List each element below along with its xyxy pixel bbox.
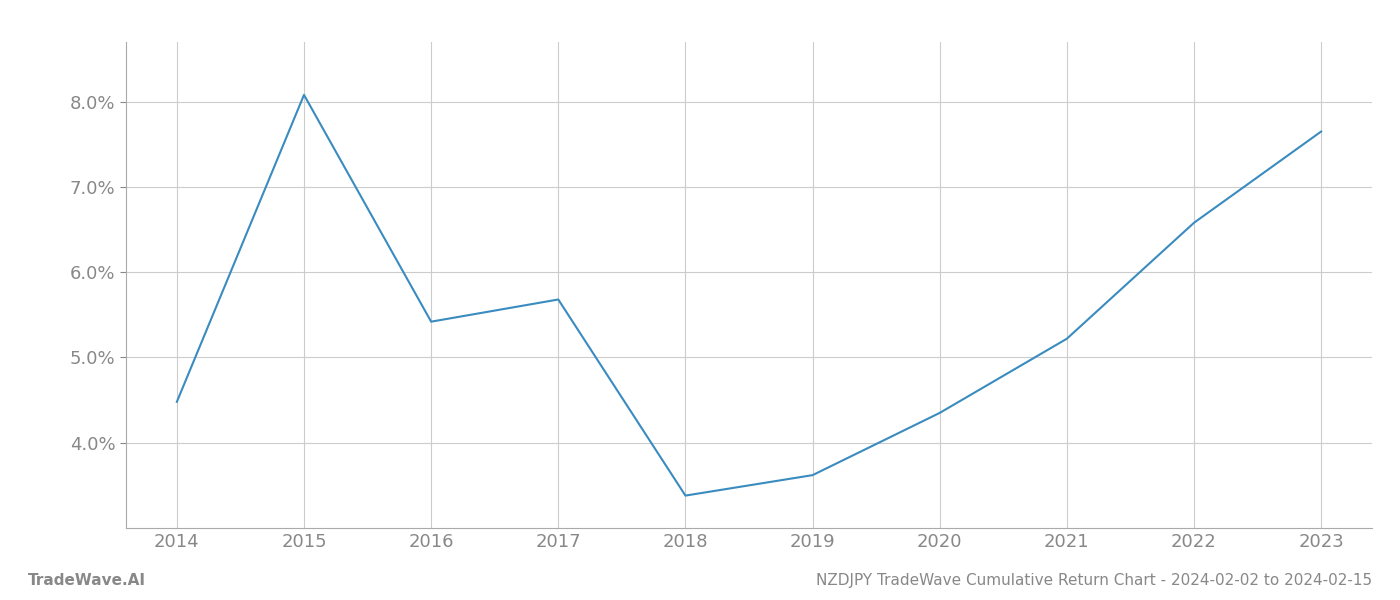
Text: TradeWave.AI: TradeWave.AI bbox=[28, 573, 146, 588]
Text: NZDJPY TradeWave Cumulative Return Chart - 2024-02-02 to 2024-02-15: NZDJPY TradeWave Cumulative Return Chart… bbox=[816, 573, 1372, 588]
